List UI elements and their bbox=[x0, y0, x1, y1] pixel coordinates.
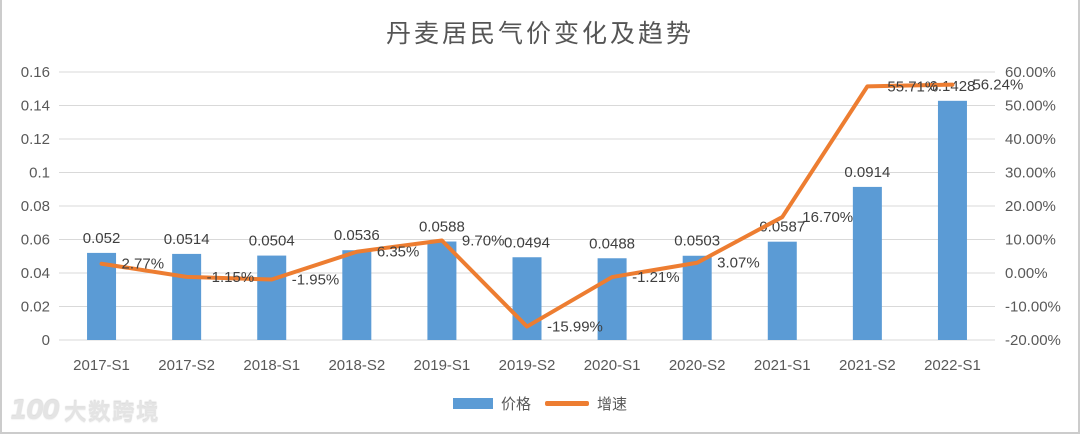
price-bar bbox=[682, 255, 712, 340]
line-value-label: -1.95% bbox=[292, 272, 340, 289]
price-series-swatch-icon bbox=[452, 398, 493, 409]
line-value-label: 56.24% bbox=[972, 77, 1023, 94]
line-value-label: 6.35% bbox=[377, 244, 420, 261]
watermark-logo: 100 bbox=[10, 396, 60, 426]
legend-item-price: 价格 bbox=[452, 393, 531, 414]
bar-value-label: 0.0503 bbox=[674, 233, 720, 250]
left-axis-tick-label: 0 bbox=[42, 332, 50, 349]
x-axis-category-label: 2021-S2 bbox=[839, 357, 896, 374]
price-bar bbox=[87, 252, 117, 340]
x-axis-category-label: 2020-S1 bbox=[584, 357, 641, 374]
right-axis-tick-label: 0.00% bbox=[1005, 265, 1048, 282]
x-axis-category-label: 2018-S2 bbox=[328, 357, 385, 374]
bar-value-label: 0.052 bbox=[83, 230, 121, 247]
bar-value-label: 0.0494 bbox=[504, 234, 550, 251]
line-value-label: -1.15% bbox=[207, 269, 255, 286]
price-bar bbox=[257, 255, 287, 340]
bar-value-label: 0.0588 bbox=[419, 219, 465, 236]
legend: 价格 增速 bbox=[2, 393, 1078, 414]
line-value-label: 55.71% bbox=[887, 78, 938, 95]
line-value-label: -1.21% bbox=[632, 269, 680, 286]
bar-value-label: 0.0914 bbox=[844, 164, 890, 181]
price-bar bbox=[172, 253, 202, 340]
right-axis-tick-label: 60.00% bbox=[1005, 64, 1056, 81]
right-axis-tick-label: 30.00% bbox=[1005, 165, 1056, 182]
right-axis-tick-label: 50.00% bbox=[1005, 98, 1056, 115]
chart-title: 丹麦居民气价变化及趋势 bbox=[385, 21, 694, 48]
right-axis-tick-label: 40.00% bbox=[1005, 131, 1056, 148]
line-value-label: 9.70% bbox=[462, 233, 505, 250]
left-axis-tick-label: 0.02 bbox=[21, 299, 50, 316]
bar-value-label: 0.0514 bbox=[164, 231, 210, 248]
bar-value-label: 0.0488 bbox=[589, 235, 635, 252]
line-value-label: -15.99% bbox=[547, 319, 603, 336]
line-value-label: 3.07% bbox=[717, 255, 760, 272]
right-axis-tick-label: -10.00% bbox=[1005, 299, 1061, 316]
growth-series-swatch-icon bbox=[545, 401, 589, 406]
price-bar bbox=[767, 241, 797, 340]
left-axis-tick-label: 0.1 bbox=[29, 165, 50, 182]
left-axis-tick-label: 0.12 bbox=[21, 131, 50, 148]
legend-item-growth: 增速 bbox=[545, 393, 627, 414]
right-axis-tick-label: 10.00% bbox=[1005, 232, 1056, 249]
legend-label-price: 价格 bbox=[500, 396, 531, 413]
bar-value-label: 0.0536 bbox=[334, 227, 380, 244]
price-bar bbox=[852, 186, 882, 340]
left-axis-tick-label: 0.16 bbox=[21, 64, 50, 81]
price-bar bbox=[342, 250, 372, 340]
price-bar bbox=[427, 241, 457, 340]
watermark: 100 大数跨境 bbox=[10, 395, 160, 427]
right-axis-tick-label: -20.00% bbox=[1005, 332, 1061, 349]
x-axis-category-label: 2019-S2 bbox=[499, 357, 556, 374]
x-axis-category-label: 2021-S1 bbox=[754, 357, 811, 374]
watermark-text: 大数跨境 bbox=[64, 400, 161, 425]
line-value-label: 16.70% bbox=[802, 209, 853, 226]
left-axis-tick-label: 0.08 bbox=[21, 198, 50, 215]
left-axis-tick-label: 0.04 bbox=[21, 265, 50, 282]
x-axis-category-label: 2022-S1 bbox=[924, 357, 981, 374]
x-axis-category-label: 2017-S1 bbox=[73, 357, 130, 374]
line-value-label: 2.77% bbox=[122, 256, 165, 273]
x-axis-category-label: 2017-S2 bbox=[158, 357, 215, 374]
legend-label-growth: 增速 bbox=[597, 396, 628, 413]
price-bar bbox=[597, 258, 627, 340]
left-axis-tick-label: 0.06 bbox=[21, 232, 50, 249]
left-axis-tick-label: 0.14 bbox=[21, 98, 50, 115]
x-axis-category-label: 2020-S2 bbox=[669, 357, 726, 374]
growth-trend-line bbox=[99, 82, 955, 329]
right-axis-tick-label: 20.00% bbox=[1005, 198, 1056, 215]
bar-value-label: 0.0504 bbox=[249, 233, 295, 250]
x-axis-category-label: 2018-S1 bbox=[243, 357, 300, 374]
price-bar bbox=[937, 100, 967, 340]
x-axis-category-label: 2019-S1 bbox=[414, 357, 471, 374]
